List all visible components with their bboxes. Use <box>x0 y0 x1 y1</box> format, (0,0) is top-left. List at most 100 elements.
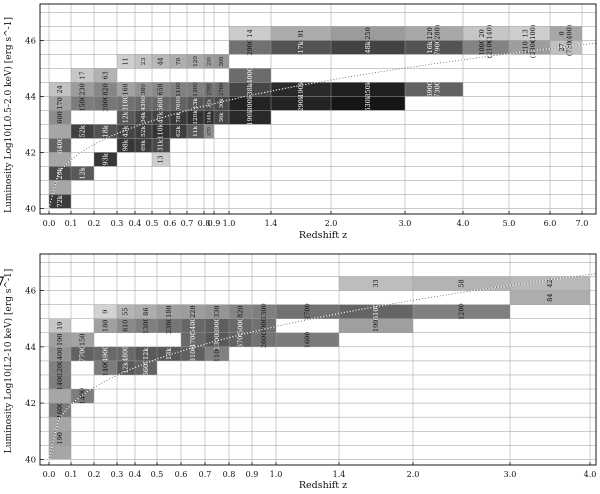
bottom-plot-frame <box>39 253 597 466</box>
cell-count-label: 1400 <box>102 360 110 377</box>
x-tick-label: 0.9 <box>208 219 221 228</box>
cell-count-label: 610 <box>123 320 130 332</box>
cell-count-label: 1500 <box>79 95 87 112</box>
trend-curve-white <box>48 42 597 209</box>
heatmap-cell <box>405 26 463 41</box>
heatmap-cell <box>181 318 205 333</box>
x-tick-label: 0.4 <box>129 219 142 228</box>
heatmap-cell <box>49 110 71 125</box>
heatmap-cell <box>94 346 117 361</box>
heatmap-cell <box>71 124 94 139</box>
cell-count-label: 1200 <box>56 360 64 377</box>
cell-count-label: 5600 <box>158 96 165 112</box>
x-tick-label: 0.9 <box>246 470 259 479</box>
cell-count-label: (7300) <box>434 78 442 100</box>
x-tick-label: 1.0 <box>270 470 283 479</box>
cell-count-label: 190 <box>56 334 64 346</box>
y-tick-label: 42 <box>25 148 36 158</box>
heatmap-cell <box>49 166 71 181</box>
heatmap-cell <box>276 332 339 347</box>
cell-count-label: 2300 <box>165 317 173 334</box>
x-tick-label: 0.5 <box>146 219 159 228</box>
heatmap-cell <box>94 96 117 111</box>
cell-count-label: 150 <box>79 334 87 346</box>
heatmap-cell <box>94 152 117 167</box>
heatmap-cell <box>152 138 170 153</box>
cell-count-label: 6900 <box>426 81 434 98</box>
heatmap-cell <box>252 318 276 333</box>
x-tick-label: 0.5 <box>151 470 164 479</box>
heatmap-cell <box>157 346 181 361</box>
heatmap-cell <box>71 96 94 111</box>
heatmap-cell <box>49 389 71 404</box>
x-tick-label: 6.0 <box>544 219 557 228</box>
cell-count-label: 470 <box>207 127 213 136</box>
heatmap-cell <box>214 54 229 69</box>
cell-count-label: 8100 <box>189 346 197 363</box>
heatmap-cell <box>49 138 71 153</box>
cell-count-label: 19 <box>56 322 64 330</box>
cell-count-label: 36k <box>219 112 225 122</box>
heatmap-cell <box>135 96 152 111</box>
heatmap-cell <box>49 403 71 418</box>
heatmap-cell <box>550 26 582 41</box>
heatmap-cell <box>49 318 71 333</box>
cell-count-label: 1200 <box>458 303 466 320</box>
cell-count-label: 86 <box>142 308 150 316</box>
heatmap-cell <box>94 304 117 319</box>
heatmap-cell <box>205 346 229 361</box>
top-trend-line <box>48 42 597 209</box>
x-tick-label: 0.7 <box>181 219 194 228</box>
cell-count-label: 69k <box>141 139 147 150</box>
y-tick-label: 40 <box>25 455 36 465</box>
cell-count-label: 0 <box>558 31 566 35</box>
heatmap-cell <box>117 54 135 69</box>
heatmap-cell <box>229 82 271 97</box>
heatmap-cell <box>49 152 71 167</box>
x-tick-label: 3.0 <box>504 470 517 479</box>
cell-count-label: 6400 <box>56 137 64 154</box>
cell-count-label: 6100 <box>372 303 380 320</box>
cell-count-label: 16k <box>426 41 434 53</box>
heatmap-cell <box>205 318 229 333</box>
heatmap-cell <box>117 346 135 361</box>
x-tick-label: 0.4 <box>129 470 142 479</box>
cell-count-label: 2700 <box>304 303 312 320</box>
heatmap-cell <box>550 40 582 55</box>
x-tick-label: 1.4 <box>265 219 278 228</box>
bottom-trend-line <box>48 273 597 460</box>
heatmap-cell <box>94 124 117 139</box>
x-tick-label: 0.6 <box>175 470 188 479</box>
heatmap-cell <box>405 82 463 97</box>
heatmap-cell <box>229 318 252 333</box>
heatmap-cell <box>229 26 271 41</box>
heatmap-cell <box>204 110 214 125</box>
cell-count-label: 380 <box>141 84 147 95</box>
bottom-heatmap-cells: 1901600140012004001901914007700150140049… <box>0 273 590 460</box>
heatmap-cell <box>339 276 413 291</box>
heatmap-cell <box>117 124 135 139</box>
cell-count-label: 300 <box>219 57 225 67</box>
heatmap-cell <box>205 332 229 347</box>
heatmap-cell <box>152 152 170 167</box>
heatmap-cell <box>187 82 204 97</box>
heatmap-cell <box>49 360 71 375</box>
heatmap-cell <box>94 68 117 83</box>
plot-frame <box>39 253 597 466</box>
heatmap-cell <box>463 40 509 55</box>
heatmap-cell <box>71 68 94 83</box>
heatmap-cell <box>117 138 135 153</box>
x-tick-label: 3.0 <box>399 219 412 228</box>
cell-count-label: 120k <box>193 110 199 125</box>
cell-count-label: 78k <box>176 111 182 122</box>
cell-count-label: 120 <box>193 56 199 67</box>
heatmap-cell <box>49 124 71 139</box>
cell-count-label: 4300 <box>141 96 147 111</box>
cell-count-label: 2900 <box>246 39 254 56</box>
heatmap-cell <box>181 346 205 361</box>
cell-count-label: 11 <box>123 57 130 65</box>
cell-count-label: 1300 <box>142 317 150 334</box>
x-tick-label: 1.4 <box>333 470 346 479</box>
x-tick-label: 2.0 <box>325 219 338 228</box>
cell-count-label: 30k <box>219 98 225 108</box>
